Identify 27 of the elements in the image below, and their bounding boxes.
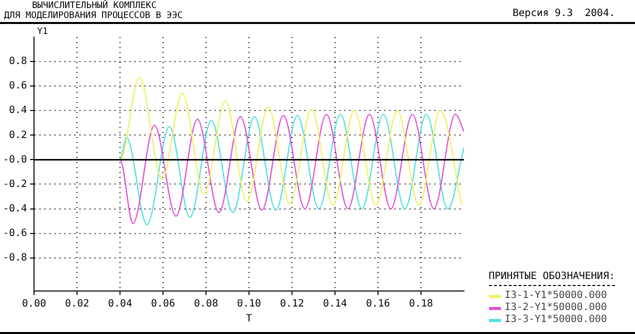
x-tick-label: 0.10 [236, 298, 262, 310]
x-tick-label: 0.16 [366, 298, 390, 310]
y-tick-label: -0.4 [2, 203, 28, 214]
y-tick-label: -0.0 [2, 154, 28, 166]
legend-title: ПРИНЯТЫЕ ОБОЗНАЧЕНИЯ: [488, 271, 615, 286]
y-tick-label: 0.4 [9, 105, 28, 116]
x-tick-label: 0.14 [322, 298, 348, 310]
x-tick-label: 0.00 [22, 298, 46, 310]
x-tick-label: 0.12 [280, 298, 304, 310]
y-tick-label: -0.8 [2, 252, 28, 264]
y-tick-label: 0.2 [9, 130, 28, 141]
x-tick-label: 0.04 [108, 298, 132, 310]
x-tick-label: 0.06 [151, 298, 176, 310]
y-tick-label: 0.8 [9, 56, 28, 68]
x-tick-label: 0.08 [194, 298, 218, 310]
legend-label: I3-3-Y1*50000.000 [504, 314, 607, 326]
y-axis-title: Y1 [37, 26, 48, 37]
x-axis-title: T [246, 314, 252, 325]
y-tick-label: -0.6 [2, 228, 28, 239]
y-tick-label: -0.2 [2, 178, 28, 190]
chart-title: ВЫЧИСЛИТЕЛЬНЫЙ КОМПЛЕКС ДЛЯ МОДЕЛИРОВАНИЯ ПРОЦЕССОВ В ЭЭС [4, 1, 183, 21]
legend-label: I3-1-Y1*50000.000 [504, 290, 607, 302]
legend-label: I3-2-Y1*50000.000 [504, 302, 607, 314]
x-tick-label: 0.18 [408, 298, 434, 310]
y-tick-label: 0.6 [9, 80, 28, 92]
text: Версия 9.3 2004. [512, 8, 615, 19]
x-tick-label: 0.02 [65, 298, 90, 310]
